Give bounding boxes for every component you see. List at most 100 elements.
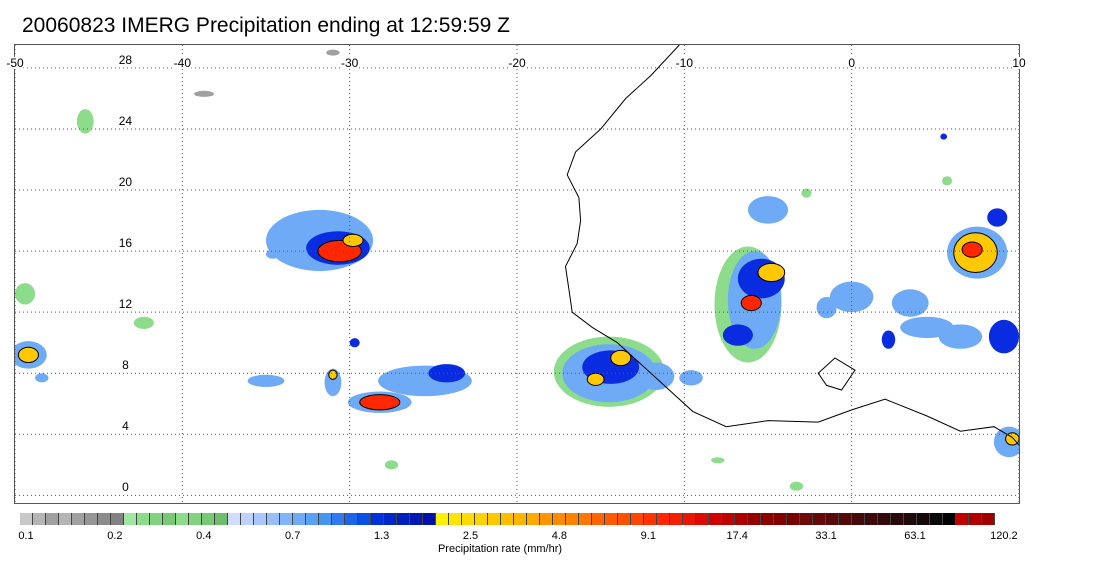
lat-tick-label: 12 <box>118 297 133 312</box>
colorbar-swatch <box>943 513 956 525</box>
precip-cell <box>789 481 804 491</box>
precip-cell <box>679 370 703 386</box>
colorbar-units-label: Precipitation rate (mm/hr) <box>437 543 563 555</box>
colorbar-tick-label: 0.4 <box>196 530 212 542</box>
precip-cell <box>961 241 983 258</box>
colorbar-swatch <box>306 513 319 525</box>
colorbar-swatch <box>670 513 683 525</box>
lat-tick-label: 20 <box>118 175 133 190</box>
colorbar-tick-label: 1.3 <box>373 530 390 542</box>
lon-tick-label: 10 <box>1012 56 1026 71</box>
colorbar-swatch <box>163 513 176 525</box>
colorbar-swatch <box>579 513 592 525</box>
colorbar-swatch <box>267 513 280 525</box>
colorbar-swatch <box>657 513 670 525</box>
precip-cell <box>881 330 896 349</box>
precip-cell <box>801 188 812 198</box>
precip-cell <box>740 294 762 312</box>
lat-tick-label: 4 <box>122 419 129 434</box>
lon-tick-label: -10 <box>675 56 693 71</box>
precipitation-map[interactable] <box>14 44 1020 504</box>
colorbar-swatch <box>514 513 527 525</box>
colorbar-swatch <box>72 513 85 525</box>
colorbar-swatch <box>683 513 696 525</box>
precip-cell <box>722 324 753 346</box>
colorbar-swatch <box>865 513 878 525</box>
colorbar-swatch <box>410 513 423 525</box>
colorbar-swatch <box>241 513 254 525</box>
lat-tick-label: 0 <box>122 480 129 495</box>
map-canvas <box>15 45 1019 503</box>
colorbar-swatch <box>254 513 267 525</box>
colorbar-swatch <box>982 513 995 525</box>
colorbar-swatch <box>189 513 202 525</box>
lon-tick-label: 0 <box>848 56 855 71</box>
colorbar-swatch <box>618 513 631 525</box>
colorbar-swatch <box>930 513 943 525</box>
colorbar-swatch <box>527 513 540 525</box>
colorbar-tick-label: 0.2 <box>107 530 123 542</box>
colorbar <box>20 513 995 525</box>
precip-cell <box>349 338 360 348</box>
colorbar-swatch <box>800 513 813 525</box>
colorbar-swatch <box>956 513 969 525</box>
lat-tick-label: 28 <box>118 52 133 67</box>
colorbar-tick-label: 33.1 <box>815 530 837 542</box>
precip-cell <box>342 233 364 248</box>
precip-cell <box>816 296 837 319</box>
colorbar-swatch <box>592 513 605 525</box>
precip-cell <box>757 262 786 283</box>
colorbar-swatch <box>436 513 449 525</box>
precip-cell <box>428 364 466 383</box>
colorbar-swatch <box>501 513 514 525</box>
colorbar-swatch <box>215 513 228 525</box>
colorbar-swatch <box>839 513 852 525</box>
lat-tick-label: 24 <box>118 113 133 128</box>
precip-cell <box>328 369 338 380</box>
map-title: 20060823 IMERG Precipitation ending at 1… <box>22 14 510 37</box>
precip-cell <box>942 176 953 186</box>
precip-cell <box>194 90 215 97</box>
lon-tick-label: -40 <box>173 56 191 71</box>
colorbar-tick-label: 120.2 <box>990 530 1018 542</box>
colorbar-swatch <box>423 513 436 525</box>
precip-cell <box>247 374 285 387</box>
colorbar-swatch <box>332 513 345 525</box>
precip-cell <box>940 133 948 140</box>
lake-outline <box>817 357 856 391</box>
colorbar-swatch <box>319 513 332 525</box>
colorbar-swatch <box>228 513 241 525</box>
colorbar-tick-label: 0.7 <box>285 530 301 542</box>
coastline <box>564 45 1019 446</box>
colorbar-swatch <box>384 513 397 525</box>
precip-cell <box>17 346 39 364</box>
colorbar-swatch <box>631 513 644 525</box>
precip-cell <box>747 196 789 224</box>
colorbar-swatch <box>488 513 501 525</box>
lat-tick-label: 16 <box>118 236 133 251</box>
colorbar-swatch <box>904 513 917 525</box>
colorbar-swatch <box>176 513 189 525</box>
colorbar-swatch <box>566 513 579 525</box>
colorbar-swatch <box>397 513 410 525</box>
precip-cell <box>711 457 725 464</box>
colorbar-swatch <box>202 513 215 525</box>
colorbar-swatch <box>358 513 371 525</box>
lat-tick-label: 8 <box>122 358 129 373</box>
precip-cell <box>586 372 605 386</box>
precip-cell <box>76 109 94 134</box>
colorbar-swatch <box>891 513 904 525</box>
colorbar-swatch <box>813 513 826 525</box>
colorbar-tick-label: 2.5 <box>462 530 479 542</box>
colorbar-swatch <box>98 513 111 525</box>
precip-cell <box>266 249 280 259</box>
precip-cell <box>359 394 401 411</box>
precip-cell <box>938 324 983 349</box>
colorbar-swatch <box>20 513 33 525</box>
colorbar-tick-label: 4.8 <box>551 530 568 542</box>
lon-tick-label: -50 <box>6 56 24 71</box>
precip-cell <box>35 373 49 383</box>
colorbar-swatch <box>722 513 735 525</box>
colorbar-swatch <box>917 513 930 525</box>
colorbar-swatch <box>735 513 748 525</box>
